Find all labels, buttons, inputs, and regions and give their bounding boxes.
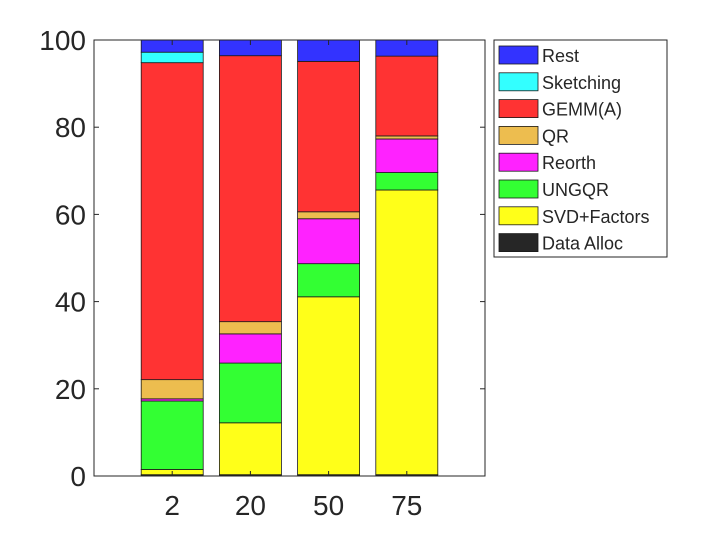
legend-label: GEMM(A) [542,100,622,120]
x-tick-label: 2 [164,490,180,521]
bar-segment [218,422,282,476]
y-tick-label: 100 [39,25,86,56]
legend-label: Reorth [542,153,596,173]
y-tick-label: 60 [55,199,86,230]
bar-segment [297,296,361,476]
legend-label: Sketching [542,73,621,93]
legend: Rest Sketching GEMM(A) QR Reorth UNGQR SVD+Fac… [493,39,668,258]
x-tick-label: 50 [313,490,344,521]
legend-swatch [498,152,539,172]
legend-label: UNGQR [542,180,609,200]
y-tick-label: 40 [55,287,86,318]
bar-segment [218,55,282,323]
bar-segment [140,51,204,64]
bar-segment [297,263,361,298]
legend-swatch [498,45,539,65]
legend-swatch [498,233,539,253]
bar-segment [375,138,439,173]
bar-segment [218,362,282,424]
legend-label: Data Alloc [542,234,623,254]
bar-segment [375,172,439,191]
bars-layer [140,39,439,477]
bar-segment [297,211,361,220]
bar-segment [140,62,204,381]
bar-segment [140,400,204,470]
bar-segment [218,333,282,364]
y-tick-label: 20 [55,374,86,405]
legend-label: Rest [542,46,579,66]
y-axis: 0 20 40 60 80 100 [39,25,485,492]
bar-segment [297,218,361,265]
bar-segment [140,379,204,400]
legend-label: SVD+Factors [542,207,650,227]
legend-swatch [498,126,539,145]
bar-segment [375,135,439,140]
y-tick-label: 0 [70,461,86,492]
bar-segment [375,55,439,137]
legend-swatch [498,206,539,226]
bar-segment [297,60,361,213]
legend-label: QR [542,126,569,146]
x-tick-label: 75 [391,490,422,521]
bar-segment [375,189,439,476]
plot-frame [93,39,486,477]
legend-swatch [498,99,539,118]
y-tick-label: 80 [55,112,86,143]
legend-swatch [498,72,539,92]
x-axis: 2 20 50 75 [164,40,422,521]
legend-swatch [498,179,539,199]
x-tick-label: 20 [235,490,266,521]
bar-segment [218,321,282,335]
